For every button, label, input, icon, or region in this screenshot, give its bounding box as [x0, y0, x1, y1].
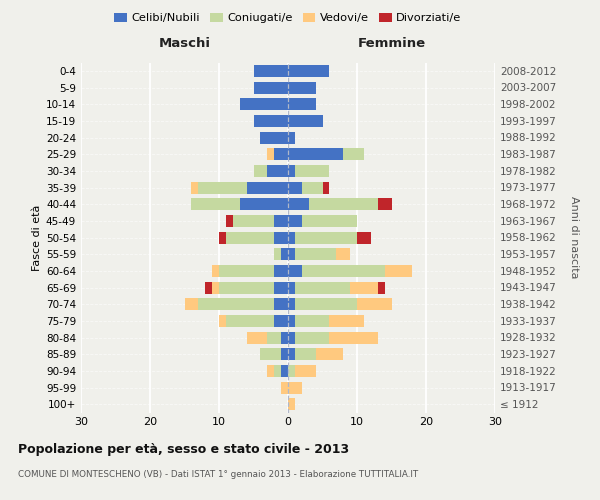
Bar — [288, 365, 295, 377]
Y-axis label: Anni di nascita: Anni di nascita — [569, 196, 579, 278]
Bar — [329, 315, 364, 327]
Bar — [254, 115, 288, 127]
Bar — [288, 282, 295, 294]
Bar — [281, 365, 288, 377]
Bar — [329, 332, 378, 344]
Bar — [274, 282, 288, 294]
Bar — [295, 348, 316, 360]
Bar — [302, 265, 385, 277]
Bar — [343, 148, 364, 160]
Bar — [185, 298, 198, 310]
Bar — [288, 165, 295, 177]
Bar — [288, 332, 295, 344]
Text: COMUNE DI MONTESCHENO (VB) - Dati ISTAT 1° gennaio 2013 - Elaborazione TUTTITALI: COMUNE DI MONTESCHENO (VB) - Dati ISTAT … — [18, 470, 418, 479]
Bar — [219, 315, 226, 327]
Bar — [288, 248, 295, 260]
Bar — [281, 382, 288, 394]
Text: Popolazione per età, sesso e stato civile - 2013: Popolazione per età, sesso e stato civil… — [18, 442, 349, 456]
Bar — [295, 282, 350, 294]
Bar — [268, 365, 274, 377]
Bar — [254, 65, 288, 77]
Bar — [274, 365, 281, 377]
Bar — [378, 282, 385, 294]
Bar — [254, 165, 268, 177]
Bar — [288, 348, 295, 360]
Bar — [288, 215, 302, 227]
Bar — [240, 198, 288, 210]
Bar — [260, 348, 281, 360]
Bar — [274, 248, 281, 260]
Bar — [281, 332, 288, 344]
Bar — [240, 98, 288, 110]
Bar — [247, 182, 288, 194]
Bar — [288, 265, 302, 277]
Bar — [295, 248, 336, 260]
Bar — [226, 315, 274, 327]
Bar — [350, 282, 378, 294]
Bar — [357, 298, 392, 310]
Bar — [212, 265, 219, 277]
Bar — [274, 232, 288, 243]
Bar — [219, 282, 274, 294]
Bar — [288, 132, 295, 143]
Bar — [281, 248, 288, 260]
Bar — [268, 332, 281, 344]
Bar — [274, 298, 288, 310]
Bar — [205, 282, 212, 294]
Bar — [288, 182, 302, 194]
Bar — [288, 298, 295, 310]
Bar — [295, 232, 357, 243]
Bar — [288, 82, 316, 94]
Bar — [323, 182, 329, 194]
Bar — [191, 198, 240, 210]
Bar — [288, 382, 302, 394]
Bar — [295, 298, 357, 310]
Bar — [288, 398, 295, 410]
Bar — [274, 148, 288, 160]
Bar — [226, 232, 274, 243]
Bar — [260, 132, 288, 143]
Bar — [288, 148, 343, 160]
Bar — [233, 215, 274, 227]
Bar — [268, 148, 274, 160]
Bar — [288, 98, 316, 110]
Y-axis label: Fasce di età: Fasce di età — [32, 204, 42, 270]
Bar — [254, 82, 288, 94]
Bar — [274, 215, 288, 227]
Bar — [226, 215, 233, 227]
Bar — [302, 215, 357, 227]
Bar — [295, 332, 329, 344]
Bar — [219, 232, 226, 243]
Bar — [219, 265, 274, 277]
Bar — [288, 65, 329, 77]
Bar — [295, 165, 329, 177]
Bar — [274, 315, 288, 327]
Text: Femmine: Femmine — [358, 37, 425, 50]
Bar — [302, 182, 323, 194]
Bar — [288, 232, 295, 243]
Bar — [357, 232, 371, 243]
Bar — [288, 115, 323, 127]
Bar — [295, 315, 329, 327]
Legend: Celibi/Nubili, Coniugati/e, Vedovi/e, Divorziati/e: Celibi/Nubili, Coniugati/e, Vedovi/e, Di… — [110, 8, 466, 28]
Bar — [385, 265, 412, 277]
Bar — [198, 298, 274, 310]
Bar — [274, 265, 288, 277]
Bar — [288, 315, 295, 327]
Bar — [191, 182, 198, 194]
Bar — [212, 282, 219, 294]
Bar — [337, 248, 350, 260]
Bar — [316, 348, 343, 360]
Bar — [198, 182, 247, 194]
Text: Maschi: Maschi — [158, 37, 211, 50]
Bar — [268, 165, 288, 177]
Bar — [309, 198, 378, 210]
Bar — [378, 198, 392, 210]
Bar — [247, 332, 268, 344]
Bar — [281, 348, 288, 360]
Bar — [295, 365, 316, 377]
Bar — [288, 198, 309, 210]
